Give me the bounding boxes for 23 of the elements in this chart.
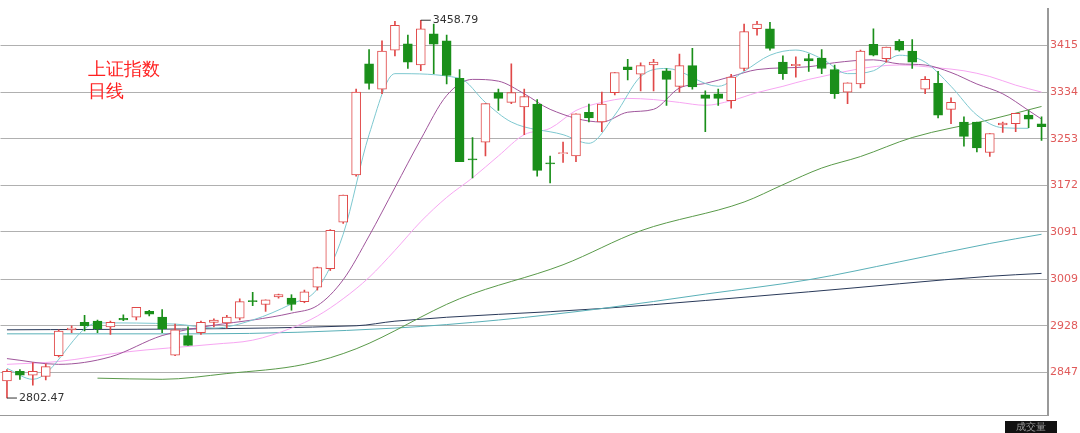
candlestick (700, 90, 711, 133)
y-tick-label: 3172 (1050, 178, 1079, 192)
y-tick-label: 3253 (1050, 131, 1079, 145)
text: 成交量 (1005, 421, 1057, 433)
y-tick-label: 2928 (1050, 318, 1079, 332)
y-tick-label: 3009 (1050, 272, 1079, 286)
candlestick (519, 88, 530, 135)
line-series (6, 233, 1043, 335)
annotation: 2802.47 (18, 390, 65, 404)
line-series (6, 272, 1043, 331)
annotation: 3458.79 (432, 13, 479, 27)
y-tick-label: 3334 (1050, 84, 1079, 98)
text: 日线 (88, 80, 125, 102)
y-tick-label: 2847 (1050, 365, 1079, 379)
y-tick-label: 3091 (1050, 224, 1079, 238)
candlestick (28, 362, 38, 386)
candlestick (428, 23, 439, 74)
y-tick-label: 3415 (1050, 38, 1079, 52)
candlestick (622, 58, 633, 81)
text: 上证指数 (88, 58, 160, 80)
candlestick (803, 53, 814, 72)
candlestick (545, 155, 555, 184)
line-series (96, 105, 1043, 380)
